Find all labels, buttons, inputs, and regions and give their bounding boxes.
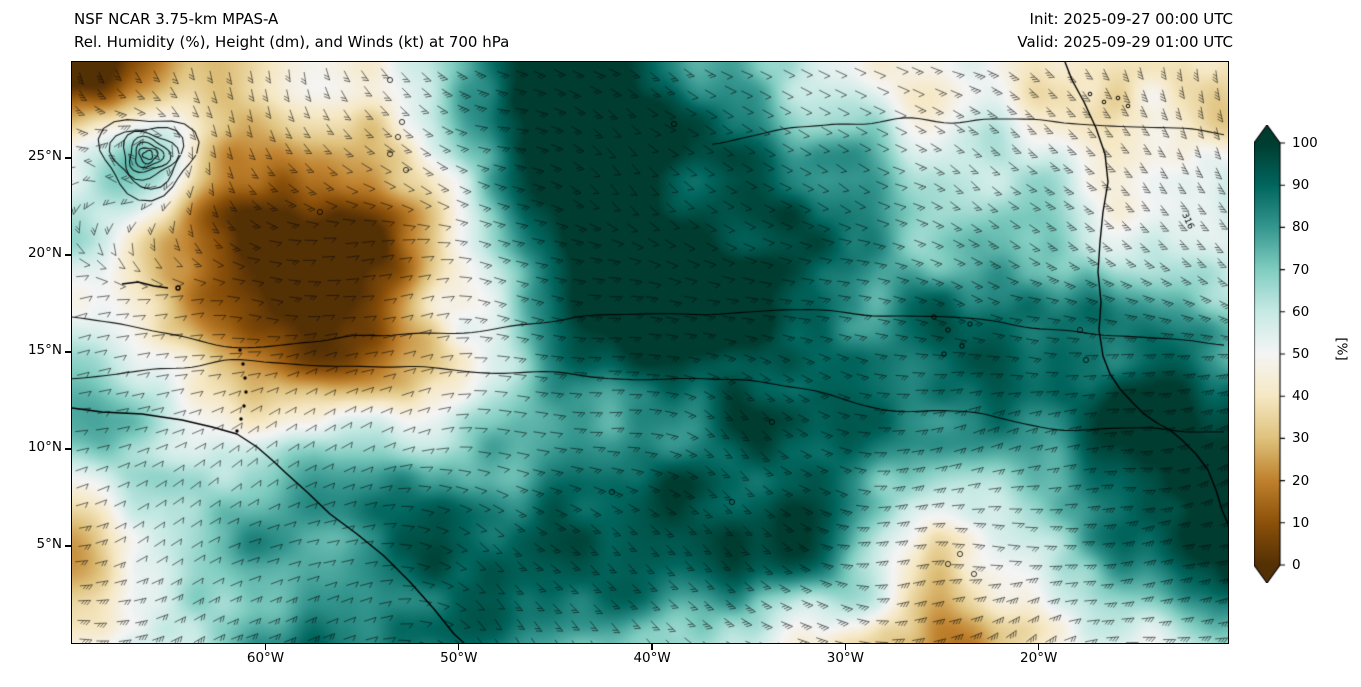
x-tick-mark: [651, 644, 653, 650]
colorbar-tick-label: 40: [1292, 388, 1310, 405]
y-tick-mark: [65, 351, 71, 353]
init-time-label: Init: 2025-09-27 00:00 UTC: [1029, 10, 1233, 28]
x-tick-mark: [844, 644, 847, 650]
colorbar-tick-label: 10: [1292, 514, 1310, 531]
y-tick-mark: [65, 254, 71, 256]
colorbar: [1254, 125, 1288, 583]
colorbar-tick-label: 90: [1292, 177, 1310, 194]
colorbar-tick-label: 60: [1292, 303, 1310, 320]
y-tick-label: 5°N: [36, 536, 62, 552]
y-tick-label: 10°N: [27, 439, 62, 455]
x-tick-label: 30°W: [826, 650, 865, 666]
x-tick-label: 40°W: [633, 650, 671, 666]
y-tick-label: 20°N: [27, 245, 62, 261]
x-tick-mark: [264, 644, 267, 650]
y-tick-mark: [65, 448, 71, 450]
colorbar-label: [%]: [1333, 337, 1350, 361]
x-tick-label: 20°W: [1020, 650, 1058, 666]
x-tick-label: 60°W: [246, 650, 285, 666]
y-tick-label: 15°N: [27, 342, 62, 358]
colorbar-tick-label: 0: [1292, 557, 1301, 573]
x-tick-label: 50°W: [440, 650, 478, 666]
colorbar-tick-label: 70: [1292, 261, 1310, 278]
colorbar-tick-label: 20: [1292, 472, 1310, 489]
map-canvas: [72, 62, 1228, 643]
valid-time-label: Valid: 2025-09-29 01:00 UTC: [1017, 33, 1233, 51]
colorbar-tick-label: 100: [1292, 135, 1318, 151]
colorbar-tick-label: 30: [1292, 430, 1310, 447]
y-tick-mark: [65, 157, 71, 159]
y-tick-mark: [65, 545, 71, 547]
x-tick-mark: [458, 644, 460, 650]
plot-subtitle: Rel. Humidity (%), Height (dm), and Wind…: [74, 33, 510, 51]
y-tick-label: 25°N: [27, 148, 62, 164]
x-tick-mark: [1038, 644, 1040, 650]
plot-title: NSF NCAR 3.75-km MPAS-A: [74, 10, 279, 28]
colorbar-tick-label: 50: [1292, 346, 1310, 362]
colorbar-tick-label: 80: [1292, 219, 1310, 236]
map-frame: [71, 61, 1229, 644]
